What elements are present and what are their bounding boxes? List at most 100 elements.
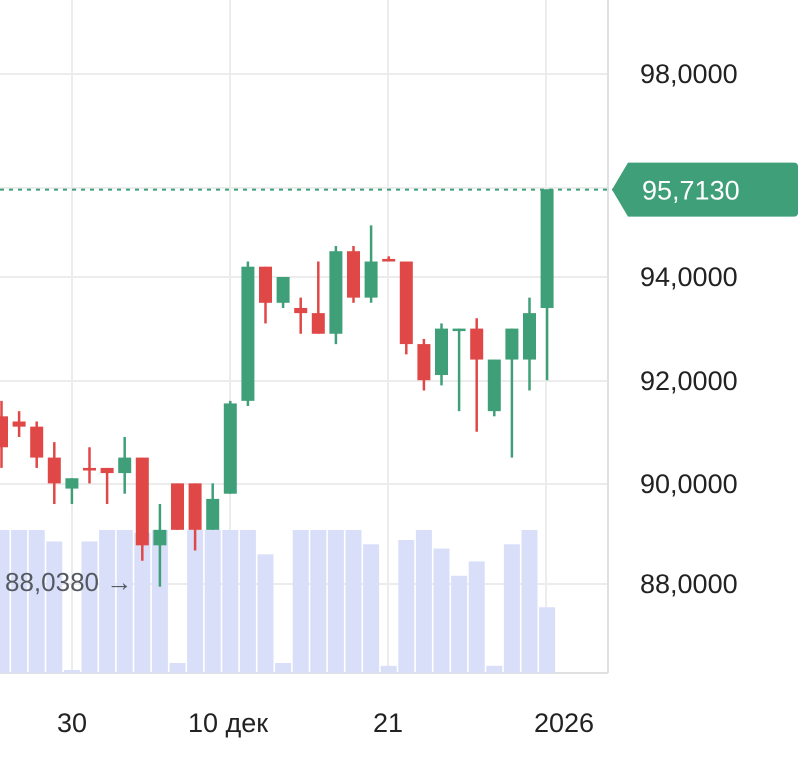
candle-body — [171, 483, 184, 530]
candle-body — [118, 457, 132, 474]
candle — [171, 483, 184, 530]
volume-bar — [275, 662, 292, 673]
candle-body — [523, 313, 536, 360]
candle-body — [470, 328, 484, 360]
candle-body — [399, 261, 413, 345]
candle — [188, 483, 202, 551]
candle-body — [417, 344, 431, 381]
volume-bar — [398, 540, 415, 673]
candle — [223, 400, 237, 494]
candle — [118, 436, 132, 494]
y-axis: 98,0000 94,0000 92,0000 90,0000 88,0000 — [640, 59, 738, 599]
candle — [241, 261, 255, 406]
volume-bar — [486, 665, 503, 673]
y-tick-label: 92,0000 — [640, 366, 738, 396]
candle-body — [100, 467, 114, 474]
candle — [65, 478, 79, 505]
volume-bar — [151, 530, 168, 673]
volume-bar — [539, 607, 556, 673]
y-tick-label: 94,0000 — [640, 262, 738, 292]
candle-body — [382, 258, 396, 262]
volume-bar — [11, 530, 28, 673]
volume-bar — [169, 662, 186, 673]
candle — [0, 400, 8, 468]
candle — [347, 246, 360, 303]
volume-bar — [345, 530, 362, 673]
candle — [364, 225, 378, 303]
candle — [259, 266, 272, 324]
candle — [83, 447, 96, 484]
candle — [30, 421, 44, 468]
candle-body — [259, 266, 272, 303]
volume-bar — [46, 541, 63, 673]
volume-bar — [415, 530, 432, 673]
y-tick-label: 98,0000 — [640, 59, 738, 89]
y-tick-label: 90,0000 — [640, 469, 738, 499]
volume-bar — [451, 575, 468, 673]
candle-body — [329, 251, 343, 334]
candle — [47, 442, 61, 505]
candle — [470, 318, 484, 432]
candle — [399, 261, 413, 355]
candle-body — [364, 261, 378, 298]
volume-bar — [28, 530, 45, 673]
candle-body — [435, 328, 448, 376]
candle-body — [487, 359, 501, 412]
candle — [382, 256, 396, 262]
candle — [329, 246, 343, 345]
volume-bar — [204, 530, 221, 673]
candle — [276, 277, 290, 308]
volume-bar — [503, 544, 520, 673]
volume-bar — [63, 670, 80, 673]
candle-body — [347, 251, 360, 298]
candle — [206, 483, 220, 530]
candle — [417, 338, 431, 391]
candle — [135, 457, 149, 561]
candle-body — [188, 483, 202, 530]
candle-body — [452, 328, 466, 332]
candle-body — [30, 426, 44, 458]
volume-bar — [380, 665, 397, 673]
candle-body — [276, 277, 290, 303]
volume-bar — [116, 530, 133, 673]
volume-bar — [468, 561, 485, 673]
candle — [100, 467, 114, 505]
volume-bars — [0, 530, 556, 673]
volume-bar — [81, 541, 98, 673]
volume-bar — [310, 530, 327, 673]
candle — [435, 323, 448, 386]
volume-bar — [521, 530, 538, 673]
candle-body — [65, 478, 79, 489]
volume-bar — [187, 530, 204, 673]
candle-body — [311, 313, 325, 334]
candle — [487, 359, 501, 417]
candle — [505, 328, 519, 458]
candle-body — [294, 307, 308, 314]
candle — [311, 261, 325, 334]
volume-bar — [433, 548, 450, 673]
current-price-tag[interactable]: 95,7130 — [612, 162, 798, 217]
candle-body — [12, 421, 26, 427]
candle — [523, 297, 536, 391]
candle — [153, 504, 167, 587]
volume-bar — [99, 530, 116, 673]
y-tick-label: 88,0000 — [640, 569, 738, 599]
min-price-label: 88,0380 → — [5, 567, 132, 597]
volume-bar — [222, 530, 239, 673]
candle-body — [241, 266, 255, 401]
candle-body — [223, 403, 237, 494]
candle-body — [505, 328, 519, 360]
min-marker: 88,0380 → — [5, 567, 132, 597]
candle-body — [135, 457, 149, 546]
volume-bar — [327, 530, 344, 673]
candle-body — [206, 498, 220, 530]
price-tag-value: 95,7130 — [642, 176, 740, 206]
candle-body — [153, 529, 167, 546]
volume-bar — [0, 530, 10, 673]
volume-bar — [292, 530, 309, 673]
candle-body — [83, 467, 96, 471]
candle — [294, 297, 308, 334]
x-axis: 30 10 дек 21 2026 — [57, 708, 594, 738]
candle — [540, 189, 554, 381]
